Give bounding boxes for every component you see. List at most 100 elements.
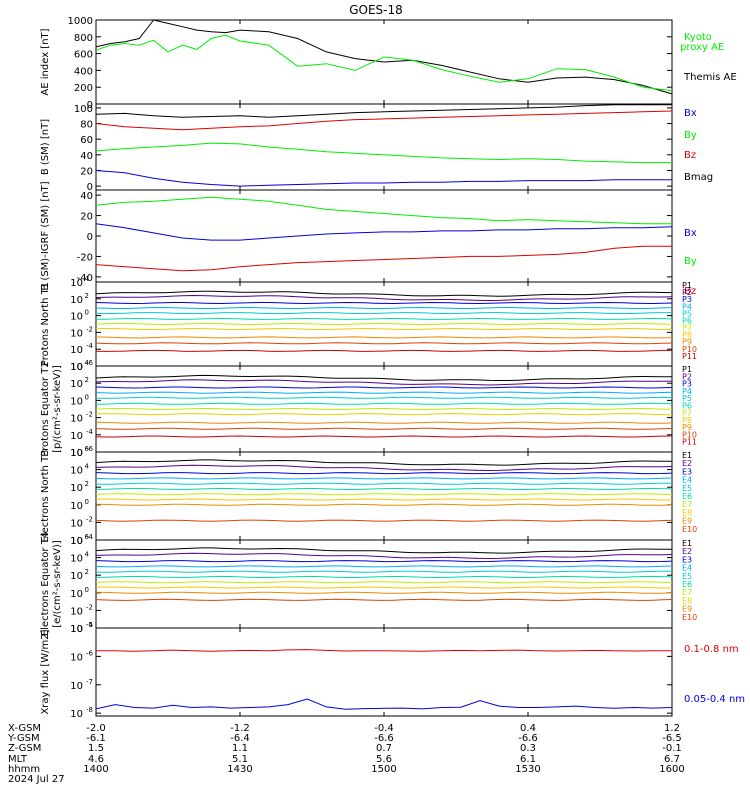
legend-xray-long: 0.1-0.8 nm [684,644,739,655]
channel-label: E7 [682,588,692,597]
y-axis-label: Protons North T1 [40,282,51,366]
channel-label: P6 [682,401,692,410]
channel-line-p7 [95,323,673,326]
y-tick-label: 10 [70,278,83,289]
legend-kyoto: Kyoto [684,32,712,43]
channel-label: P2 [682,372,692,381]
y-tick-label: 10 [70,431,83,442]
channel-label: P2 [682,288,692,297]
y-tick-label: 10 [70,396,83,407]
y-tick-label: 10 [70,345,83,356]
y-tick-exponent: 4 [85,463,90,471]
channel-line-e7 [95,493,673,496]
y-tick-label: 10 [70,362,83,373]
channel-line-e7 [95,581,673,584]
y-tick-label: 0 [87,232,93,243]
x-axis-row-label: X-GSM [8,723,41,734]
y-tick-exponent: -8 [86,706,93,714]
channel-line-p9 [95,421,673,424]
y-tick-label: 10 [70,295,83,306]
channel-line-e10 [95,519,673,522]
y-tick-label: 10 [70,312,83,323]
y-tick-label: 10 [70,606,83,617]
channel-label: E5 [682,572,692,581]
series-by [95,142,672,164]
y-tick-exponent: -2 [86,411,93,419]
y-axis-label: Electrons Equator T4 [40,532,51,636]
y-tick-label: 10 [70,589,83,600]
channel-line-p11 [95,435,673,438]
series-bx [95,170,672,187]
y-tick-label: 10 [70,414,83,425]
x-axis-row-label: MLT [8,754,28,765]
channel-label: P9 [682,423,692,432]
y-tick-exponent: -4 [86,533,94,541]
y-tick-exponent: 4 [85,551,90,559]
channel-line-e5 [95,570,672,573]
channel-line-p3 [95,301,673,305]
y-tick-label: 10 [70,328,83,339]
y-tick-label: 40 [80,151,93,162]
channel-line-e2 [95,552,673,560]
x-axis-value: 1600 [659,764,684,775]
y-tick-exponent: -2 [86,603,93,611]
x-axis-value: -6.5 [662,733,682,744]
x-axis-value: 6.7 [664,754,680,765]
y-tick-label: 10 [70,536,83,547]
channel-line-e9 [95,503,673,506]
y-tick-exponent: 0 [85,393,89,401]
y-tick-label: 10 [70,448,83,459]
channel-line-e3 [95,560,673,563]
y-tick-exponent: 0 [85,586,89,594]
legend-xray-short: 0.05-0.4 nm [684,694,745,705]
legend-proxy-ae: proxy AE [680,42,724,53]
y-tick-label: 10 [70,681,83,692]
panel-frame [95,189,673,283]
y-tick-exponent: -2 [86,515,93,523]
x-axis-value: -6.6 [374,733,394,744]
y-tick-label: 10 [70,571,83,582]
y-axis-label: B (SM)-IGRF (SM) [nT] [40,181,51,290]
channel-label: E9 [682,605,692,614]
legend-bmag: Bmag [684,172,713,183]
channel-line-p2 [95,294,673,302]
channel-label: P7 [682,324,692,333]
channel-label: E8 [682,596,692,605]
panel-frame [95,627,673,717]
x-axis-row-label: 2024 Jul 27 [8,774,65,785]
y-axis-unit: [p/(cm²-s-sr-keV)] [52,365,63,453]
series-kyoto-proxy-ae [95,34,673,92]
y-tick-label: 10 [70,448,83,459]
channel-label: P8 [682,416,692,425]
series-by [95,196,672,225]
y-tick-exponent: 0 [85,498,89,506]
channel-label: E9 [682,517,692,526]
channel-label: P11 [682,438,697,447]
channel-label: E10 [682,613,697,622]
legend-bx: Bx [684,108,697,119]
x-axis-value: -6.6 [518,733,538,744]
channel-line-p8 [95,327,672,330]
x-axis-row-label: Y-GSM [7,733,40,744]
x-axis-value: -2.0 [86,723,106,734]
y-tick-exponent: -4 [86,342,94,350]
y-tick-label: 10 [70,709,83,720]
channel-line-p5 [95,312,672,315]
channel-line-p11 [95,349,672,352]
y-tick-label: 0 [87,182,93,193]
y-tick-exponent: -6 [86,445,94,453]
y-tick-label: 800 [74,33,93,44]
channel-label: E10 [682,525,697,534]
y-tick-exponent: -6 [86,359,94,367]
x-axis-value: -1.2 [230,723,250,734]
channel-line-p10 [95,342,673,345]
y-tick-exponent: -4 [86,428,94,436]
x-axis-value: 5.6 [376,754,392,765]
y-tick-label: 10 [70,624,83,635]
channel-label: P3 [682,380,692,389]
